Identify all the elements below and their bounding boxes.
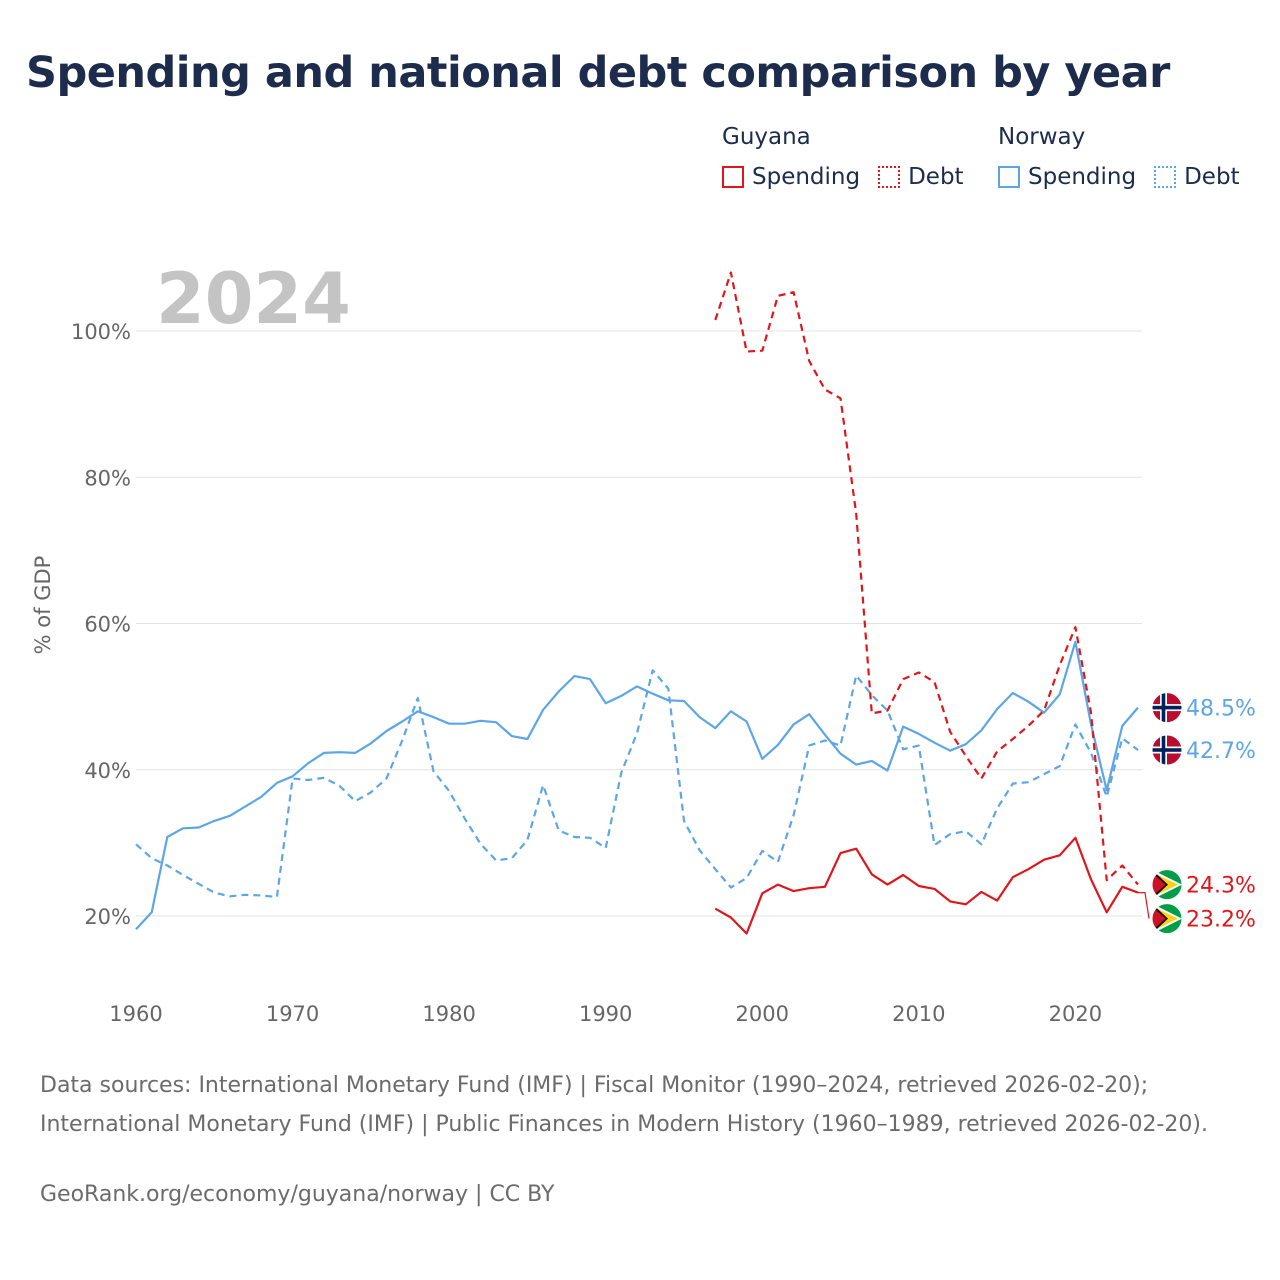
norway-flag-icon	[1151, 734, 1183, 766]
label-leader	[1138, 891, 1150, 919]
series-line-norway-spending[interactable]	[135, 640, 1139, 930]
x-tick-label: 1980	[422, 1002, 475, 1026]
x-tick-label: 1970	[266, 1002, 319, 1026]
end-value-label: 48.5%	[1186, 697, 1256, 722]
series-lines	[135, 271, 1139, 935]
end-labels: 48.5% 42.7% 24.3% 23.2%	[1138, 692, 1256, 935]
legend-group-name: Norway	[998, 124, 1086, 150]
y-tick-label: 100%	[71, 320, 131, 344]
chart-title: Spending and national debt comparison by…	[26, 48, 1170, 98]
y-axis-label: % of GDP	[31, 556, 55, 655]
end-value-label: 23.2%	[1186, 908, 1256, 933]
end-value-label: 24.3%	[1186, 874, 1256, 899]
y-tick-label: 40%	[84, 759, 131, 783]
norway-flag-icon	[1151, 692, 1183, 724]
legend-label: Spending	[1028, 164, 1137, 190]
line-chart: 2024 20% 40% 60% 80% 100% 1960 1970 1980 1990 20…	[31, 258, 1256, 1026]
legend-group-guyana: Guyana Spending Debt	[722, 124, 982, 190]
data-sources: Data sources: International Monetary Fun…	[40, 1073, 1208, 1137]
guyana-flag-icon	[1151, 869, 1183, 901]
x-tick-label: 1960	[109, 1002, 162, 1026]
end-value-label: 42.7%	[1186, 739, 1256, 764]
x-tick-label: 2000	[736, 1002, 789, 1026]
x-tick-label: 2020	[1049, 1002, 1102, 1026]
y-tick-label: 80%	[84, 466, 131, 490]
legend-item-norway-debt[interactable]: Debt	[1154, 164, 1240, 190]
solid-swatch-icon	[998, 166, 1020, 188]
legend-label: Debt	[1184, 164, 1240, 190]
x-tick-label: 1990	[579, 1002, 632, 1026]
dotted-swatch-icon	[1154, 166, 1177, 188]
legend-item-guyana-debt[interactable]: Debt	[878, 164, 964, 190]
series-line-guyana-spending[interactable]	[714, 836, 1139, 935]
series-line-guyana-debt[interactable]	[714, 271, 1139, 886]
current-year-watermark: 2024	[156, 258, 351, 340]
legend-group-norway: Norway Spending Debt	[998, 124, 1240, 190]
series-line-norway-debt[interactable]	[135, 669, 1139, 899]
legend-group-name: Guyana	[722, 124, 811, 150]
legend-label: Spending	[752, 164, 861, 190]
x-tick-label: 2010	[892, 1002, 945, 1026]
legend-item-guyana-spending[interactable]: Spending	[722, 164, 860, 190]
guyana-flag-icon	[1151, 903, 1183, 935]
solid-swatch-icon	[722, 166, 744, 188]
credit-link[interactable]: GeoRank.org/economy/guyana/norway | CC B…	[40, 1182, 555, 1207]
gridlines	[136, 330, 1142, 917]
y-tick-label: 20%	[84, 905, 131, 929]
y-axis-ticks: 20% 40% 60% 80% 100%	[71, 320, 131, 929]
legend-item-norway-spending[interactable]: Spending	[998, 164, 1136, 190]
x-axis-ticks: 1960 1970 1980 1990 2000 2010 2020	[109, 1002, 1102, 1026]
dotted-swatch-icon	[878, 166, 901, 188]
legend-label: Debt	[908, 164, 964, 190]
y-tick-label: 60%	[84, 613, 131, 637]
